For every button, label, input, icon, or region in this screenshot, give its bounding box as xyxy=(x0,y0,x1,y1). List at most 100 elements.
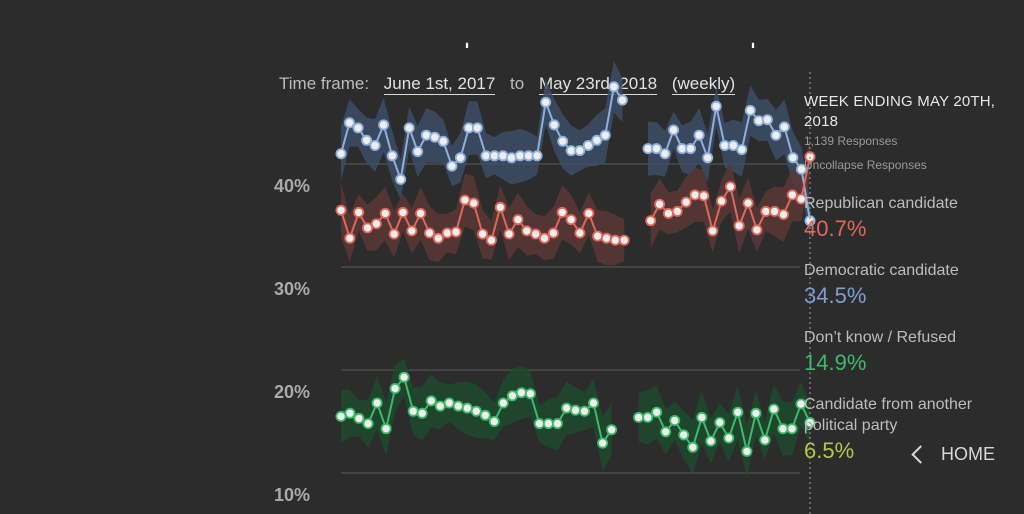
data-point[interactable] xyxy=(506,390,518,402)
data-point[interactable] xyxy=(769,205,781,217)
data-point[interactable] xyxy=(609,234,621,246)
data-point[interactable] xyxy=(777,423,789,435)
data-point[interactable] xyxy=(542,418,554,430)
data-point[interactable] xyxy=(524,388,536,400)
data-point[interactable] xyxy=(660,426,672,438)
data-point[interactable] xyxy=(477,228,489,240)
data-point[interactable] xyxy=(716,195,728,207)
data-point[interactable] xyxy=(425,395,437,407)
data-point[interactable] xyxy=(343,117,355,129)
data-point[interactable] xyxy=(429,131,441,143)
data-point[interactable] xyxy=(344,232,356,244)
data-point[interactable] xyxy=(406,225,418,237)
data-point[interactable] xyxy=(547,227,559,239)
data-point[interactable] xyxy=(459,194,471,206)
data-point[interactable] xyxy=(710,100,722,112)
data-point[interactable] xyxy=(556,206,568,218)
data-point[interactable] xyxy=(395,173,407,185)
data-point[interactable] xyxy=(582,139,594,151)
data-point[interactable] xyxy=(397,206,409,218)
data-point[interactable] xyxy=(369,139,381,151)
data-point[interactable] xyxy=(416,407,428,419)
data-point[interactable] xyxy=(379,207,391,219)
interval-selector[interactable]: (weekly) xyxy=(671,74,736,95)
data-point[interactable] xyxy=(548,119,560,131)
data-point[interactable] xyxy=(574,227,586,239)
data-point[interactable] xyxy=(441,227,453,239)
data-point[interactable] xyxy=(446,160,458,172)
data-point[interactable] xyxy=(599,129,611,141)
data-point[interactable] xyxy=(503,228,515,240)
data-point[interactable] xyxy=(796,163,808,175)
data-point[interactable] xyxy=(583,207,595,219)
data-point[interactable] xyxy=(335,410,347,422)
data-point[interactable] xyxy=(787,152,799,164)
data-point[interactable] xyxy=(531,150,543,162)
data-point[interactable] xyxy=(415,207,427,219)
data-point[interactable] xyxy=(450,226,462,238)
data-point[interactable] xyxy=(759,434,771,446)
data-point[interactable] xyxy=(642,411,654,423)
data-point[interactable] xyxy=(671,205,683,217)
data-point[interactable] xyxy=(353,412,365,424)
data-point[interactable] xyxy=(452,400,464,412)
data-point[interactable] xyxy=(539,232,551,244)
data-point[interactable] xyxy=(591,134,603,146)
data-point[interactable] xyxy=(515,387,527,399)
data-point[interactable] xyxy=(521,225,533,237)
data-point[interactable] xyxy=(795,193,807,205)
data-point[interactable] xyxy=(512,214,524,226)
data-point[interactable] xyxy=(557,135,569,147)
data-point[interactable] xyxy=(651,406,663,418)
data-point[interactable] xyxy=(530,228,542,240)
data-point[interactable] xyxy=(592,230,604,242)
data-point[interactable] xyxy=(680,196,692,208)
data-point[interactable] xyxy=(724,181,736,193)
data-point[interactable] xyxy=(714,416,726,428)
data-point[interactable] xyxy=(505,152,517,164)
data-point[interactable] xyxy=(669,414,681,426)
uncollapse-responses-link[interactable]: Uncollapse Responses xyxy=(804,158,927,172)
data-point[interactable] xyxy=(707,225,719,237)
data-point[interactable] xyxy=(344,407,356,419)
data-point[interactable] xyxy=(804,215,816,227)
data-point[interactable] xyxy=(601,232,613,244)
data-point[interactable] xyxy=(352,122,364,134)
data-point[interactable] xyxy=(750,407,762,419)
data-point[interactable] xyxy=(552,418,564,430)
data-point[interactable] xyxy=(659,148,671,160)
data-point[interactable] xyxy=(398,371,410,383)
data-point[interactable] xyxy=(651,143,663,155)
data-point[interactable] xyxy=(727,139,739,151)
data-point[interactable] xyxy=(723,432,735,444)
data-point[interactable] xyxy=(654,198,666,210)
data-point[interactable] xyxy=(437,135,449,147)
data-point[interactable] xyxy=(760,205,772,217)
data-point[interactable] xyxy=(693,129,705,141)
data-point[interactable] xyxy=(778,121,790,133)
data-point[interactable] xyxy=(687,441,699,453)
data-point[interactable] xyxy=(736,144,748,156)
data-point[interactable] xyxy=(786,189,798,201)
data-point[interactable] xyxy=(786,423,798,435)
end-date-picker[interactable]: May 23rd, 2018 xyxy=(538,74,658,95)
data-point[interactable] xyxy=(616,94,628,106)
data-point[interactable] xyxy=(412,146,424,158)
data-point[interactable] xyxy=(386,150,398,162)
data-point[interactable] xyxy=(662,207,674,219)
data-point[interactable] xyxy=(732,406,744,418)
data-point[interactable] xyxy=(778,208,790,220)
data-point[interactable] xyxy=(371,397,383,409)
data-point[interactable] xyxy=(696,411,708,423)
data-point[interactable] xyxy=(698,190,710,202)
data-point[interactable] xyxy=(485,234,497,246)
data-point[interactable] xyxy=(761,114,773,126)
data-point[interactable] xyxy=(540,96,552,108)
data-point[interactable] xyxy=(618,234,630,246)
data-point[interactable] xyxy=(488,415,500,427)
data-point[interactable] xyxy=(335,204,347,216)
data-point[interactable] xyxy=(570,404,582,416)
data-point[interactable] xyxy=(443,397,455,409)
data-point[interactable] xyxy=(533,418,545,430)
data-point[interactable] xyxy=(403,122,415,134)
